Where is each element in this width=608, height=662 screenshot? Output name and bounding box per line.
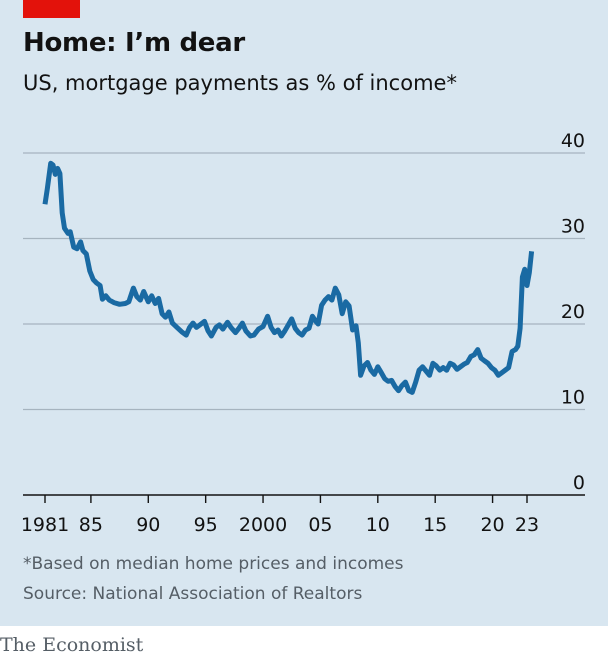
y-tick-label-10: 10	[561, 387, 585, 409]
x-tick-label-1985: 85	[79, 514, 103, 536]
series-layer	[42, 160, 535, 395]
chart-panel	[0, 0, 608, 626]
gridlines	[23, 152, 585, 411]
chart-subtitle: US, mortgage payments as % of income*	[23, 71, 457, 95]
x-tick-label-1995: 95	[194, 514, 218, 536]
y-tick-label-0: 0	[573, 472, 585, 494]
chart-title: Home: I’m dear	[23, 28, 245, 58]
footnote: *Based on median home prices and incomes	[23, 554, 404, 574]
x-tick-label-2015: 15	[423, 514, 447, 536]
brand-red-tag	[23, 0, 80, 18]
x-tick-label-2023: 23	[515, 514, 539, 536]
series-line-mortgage-payments	[42, 160, 535, 395]
y-tick-label-20: 20	[561, 301, 585, 323]
x-tick-labels: 1981 85 90 95 2000 05 10 15 20 23	[21, 514, 539, 536]
x-axis	[23, 494, 585, 503]
x-tick-label-2010: 10	[366, 514, 390, 536]
x-tick-label-1990: 90	[136, 514, 160, 536]
x-tick-label-2020: 20	[480, 514, 504, 536]
y-tick-labels: 0 10 20 30 40	[561, 130, 585, 494]
source-note: Source: National Association of Realtors	[23, 584, 363, 604]
x-tick-label-2005: 05	[308, 514, 332, 536]
line-chart: 0 10 20 30 40 1981 85 90 95 2000 05 10 15 20 23	[21, 130, 585, 536]
y-tick-label-40: 40	[561, 130, 585, 152]
x-tick-label-1981: 1981	[21, 514, 69, 536]
x-tick-label-2000: 2000	[239, 514, 287, 536]
publisher-brand: The Economist	[0, 634, 144, 656]
y-tick-label-30: 30	[561, 216, 585, 238]
